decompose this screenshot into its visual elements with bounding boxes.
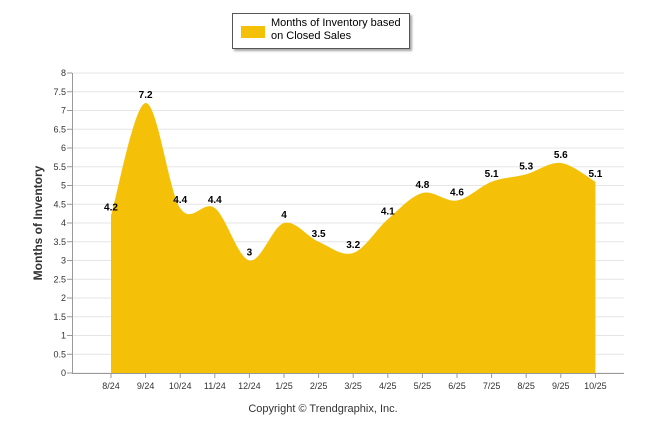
y-tick-label: 6.5 [53,124,66,134]
data-label: 5.1 [588,169,602,180]
y-tick-label: 2 [61,293,66,303]
y-tick-label: 0 [61,368,66,378]
y-tick-label: 4 [61,218,66,228]
x-tick-label: 11/24 [204,381,226,391]
x-tick-label: 12/24 [238,381,261,391]
data-label: 5.1 [485,169,499,180]
data-label: 3.5 [312,229,326,240]
y-axis-title: Months of Inventory [31,165,45,280]
data-label: 4 [281,210,287,221]
data-label: 4.1 [381,206,395,217]
y-tick-label: 3.5 [53,237,66,247]
y-tick-label: 5.5 [53,162,66,172]
x-tick-label: 9/25 [552,381,570,391]
y-tick-label: 6 [61,143,66,153]
x-tick-label: 4/25 [379,381,397,391]
x-tick-label: 5/25 [414,381,432,391]
x-tick-label: 1/25 [275,381,293,391]
data-label: 4.6 [450,188,464,199]
data-label: 7.2 [139,90,153,101]
data-label: 3.2 [346,240,360,251]
data-label: 3 [247,248,253,259]
y-tick-label: 3 [61,256,66,266]
legend-swatch [241,26,265,38]
x-tick-label: 9/24 [137,381,155,391]
data-label: 5.6 [554,150,568,161]
y-tick-label: 0.5 [53,349,66,359]
data-label: 4.4 [208,195,222,206]
chart-legend: Months of Inventory based on Closed Sale… [232,13,410,49]
copyright-text: Copyright © Trendgraphix, Inc. [248,403,398,415]
data-label: 4.4 [173,195,187,206]
x-tick-label: 10/25 [584,381,607,391]
x-tick-label: 8/25 [517,381,535,391]
y-tick-label: 1.5 [53,312,66,322]
data-label: 5.3 [519,161,533,172]
data-label: 4.8 [415,180,429,191]
y-tick-label: 4.5 [53,199,66,209]
y-tick-label: 8 [61,68,66,78]
y-tick-label: 5 [61,181,66,191]
x-tick-label: 3/25 [344,381,362,391]
y-tick-label: 7.5 [53,87,66,97]
y-tick-label: 2.5 [53,274,66,284]
area-chart: 0 0.5 1 1.5 2 2.5 3 3.5 4 4.5 5 5.5 6 6.5 7 7.5 8 8/24 9/2… [31,68,624,391]
x-tick-label: 8/24 [102,381,120,391]
area-series [111,102,596,373]
x-tick-label: 7/25 [483,381,501,391]
x-tick-label: 10/24 [169,381,192,391]
x-tick-label: 2/25 [310,381,328,391]
data-label: 4.2 [104,203,118,214]
y-tick-label: 7 [61,106,66,116]
y-tick-label: 1 [61,331,66,341]
x-tick-label: 6/25 [448,381,466,391]
legend-label: Months of Inventory based on Closed Sale… [271,17,401,42]
